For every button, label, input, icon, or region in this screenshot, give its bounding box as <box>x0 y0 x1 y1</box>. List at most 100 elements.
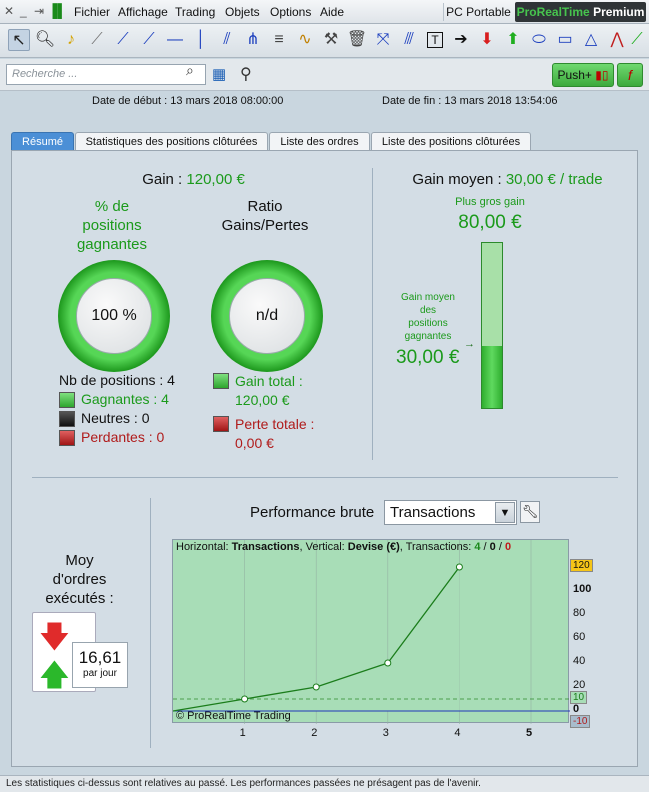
fibonacci-icon[interactable]: ≡ <box>274 31 284 48</box>
arrow-right-icon[interactable]: ➔ <box>454 31 468 48</box>
gain-gauge-fill <box>482 346 502 408</box>
zoom-icon[interactable]: 🔍︎ <box>34 31 56 48</box>
pct-winning-label: % de positions gagnantes <box>52 197 172 254</box>
total-gain-label: Gain total : <box>235 373 303 389</box>
y-axis: 0 20 40 60 80 100 120 10 -10 <box>569 539 609 728</box>
tab-resume[interactable]: Résumé <box>11 132 74 151</box>
chart-info: Horizontal: Transactions, Vertical: Devi… <box>176 541 511 553</box>
winning-count: Gagnantes : 4 <box>81 391 169 407</box>
neutral-swatch <box>59 411 75 427</box>
pitchfork-icon[interactable]: ⋔ <box>246 31 260 48</box>
hammer-icon[interactable]: ⚒ <box>323 31 339 48</box>
avg-orders-box: 16,61 par jour <box>72 642 128 688</box>
end-date: Date de fin : 13 mars 2018 13:54:06 <box>382 95 558 107</box>
avg-gain-value: 30,00 € / trade <box>505 171 603 188</box>
nb-positions: Nb de positions : 4 <box>59 372 175 388</box>
zigzag-icon[interactable]: ⋀ <box>610 31 624 48</box>
winning-swatch <box>59 392 75 408</box>
x-tick-label: 3 <box>382 727 389 739</box>
chevron-down-icon[interactable]: ▼ <box>495 502 515 523</box>
arrow-up-icon[interactable]: ⬆ <box>506 31 520 48</box>
node-line-icon[interactable]: ⤧ <box>376 31 390 48</box>
rectangle-icon[interactable]: ▭ <box>557 31 573 48</box>
x-axis: 1 2 3 4 5 <box>172 725 569 741</box>
close-icon[interactable]: ✕ <box>4 4 15 18</box>
total-gain-value: 120,00 € <box>235 392 290 408</box>
data-point <box>384 659 392 667</box>
data-point <box>455 563 463 571</box>
gain-value: 120,00 € <box>186 171 245 188</box>
text-wave-icon[interactable]: ∿ <box>298 31 312 48</box>
y-tick-label: 40 <box>573 655 586 667</box>
performance-chart: Horizontal: Transactions, Vertical: Devi… <box>172 539 570 724</box>
ruler-icon[interactable]: ⟋ <box>91 31 103 48</box>
trendline-icon[interactable]: ⟋ <box>117 31 129 48</box>
y-tick-label: 0 <box>573 703 580 715</box>
y-tick-label: 60 <box>573 631 586 643</box>
search-icon[interactable]: ⌕ <box>186 62 194 78</box>
triangle-icon[interactable]: △ <box>584 31 598 48</box>
menu-fichier[interactable]: Fichier <box>74 5 111 19</box>
parallel-lines-icon[interactable]: ⫻ <box>404 31 414 48</box>
tab-orders[interactable]: Liste des ordres <box>269 132 370 151</box>
vertical-line-icon[interactable]: │ <box>196 31 206 48</box>
alert-bell-icon[interactable]: ♪ <box>67 31 75 48</box>
disclaimer-footer: Les statistiques ci-dessus sont relative… <box>0 775 649 792</box>
ellipse-icon[interactable]: ⬭ <box>532 31 546 48</box>
arrow-down-icon[interactable]: ⬇ <box>480 31 494 48</box>
ratio-label-line2: Gains/Pertes <box>221 217 309 234</box>
indicator-function-button[interactable]: f <box>617 63 643 87</box>
total-loss: Perte totale : 0,00 € <box>235 415 314 453</box>
cursor-icon[interactable]: ↖ <box>8 29 30 51</box>
text-tool-icon[interactable]: T <box>424 29 446 51</box>
more-tools-icon[interactable]: ⟋ <box>631 31 643 48</box>
avg-winning-value: 30,00 € <box>396 347 460 368</box>
perf-title: Performance brute <box>250 504 375 521</box>
tab-closed-positions[interactable]: Liste des positions clôturées <box>371 132 531 151</box>
avg-winning-label-line3: positions <box>408 318 448 329</box>
y-tick-label: 100 <box>573 583 592 595</box>
channel-icon[interactable]: ⫽ <box>223 31 231 48</box>
avg-winning-label: Gain moyen des positions gagnantes <box>390 291 466 343</box>
perf-mode-select[interactable]: Transactions <box>384 500 517 525</box>
horizontal-line-icon[interactable]: — <box>167 31 183 48</box>
probe-icon[interactable]: ⚲ <box>240 66 252 83</box>
menu-trading[interactable]: Trading <box>175 5 216 19</box>
pin-icon[interactable]: ⇥ <box>34 4 45 18</box>
menu-objets[interactable]: Objets <box>225 5 260 19</box>
pc-portable-label[interactable]: PC Portable <box>443 3 513 21</box>
wrench-icon[interactable]: 🔧︎ <box>520 501 540 523</box>
menu-affichage[interactable]: Affichage <box>118 5 168 19</box>
screener-icon[interactable]: ▦ <box>212 66 227 83</box>
chart-info-prefix: Horizontal: <box>176 541 232 553</box>
minimize-icon[interactable]: _ <box>20 4 27 18</box>
vertical-separator-bottom <box>150 498 151 748</box>
chart-info-lose: 0 <box>504 541 512 553</box>
y-tick-label: 20 <box>573 679 586 691</box>
menu-aide[interactable]: Aide <box>320 5 345 19</box>
push-button[interactable]: Push+ ▮▯ <box>552 63 614 87</box>
push-label: Push+ <box>557 68 592 82</box>
ratio-label: Ratio Gains/Pertes <box>205 197 325 235</box>
avg-gain-row: Gain moyen : 30,00 € / trade <box>385 171 630 188</box>
pct-winning-value: 100 % <box>76 278 152 354</box>
ray-icon[interactable]: ⟋ <box>143 31 155 48</box>
avg-winning-label-line4: gagnantes <box>404 331 452 342</box>
chart-info-tx: , Transactions: <box>399 541 475 553</box>
menubar: ✕ _ ⇥ ▐▌ Fichier Affichage Trading Objet… <box>0 0 649 24</box>
avg-orders-label-line2: d'ordres <box>52 571 107 588</box>
menu-options[interactable]: Options <box>270 5 312 19</box>
trash-icon[interactable]: 🗑︎ <box>346 31 368 48</box>
chart-info-h: Transactions <box>231 541 300 553</box>
chart-info-v: Devise (€) <box>347 541 400 553</box>
x-tick-label: 5 <box>526 727 533 739</box>
tab-closed-stats[interactable]: Statistiques des positions clôturées <box>75 132 268 151</box>
data-point <box>241 695 249 703</box>
pct-winning-donut: 100 % <box>58 260 170 372</box>
horizontal-separator <box>32 477 618 478</box>
arrow-down-red-icon: 🡇 <box>39 621 70 654</box>
ratio-value: n/d <box>229 278 305 354</box>
start-date: Date de début : 13 mars 2018 08:00:00 <box>92 95 284 107</box>
chart-info-neutral: 0 <box>489 541 496 553</box>
search-input[interactable]: Recherche ... <box>6 64 206 85</box>
